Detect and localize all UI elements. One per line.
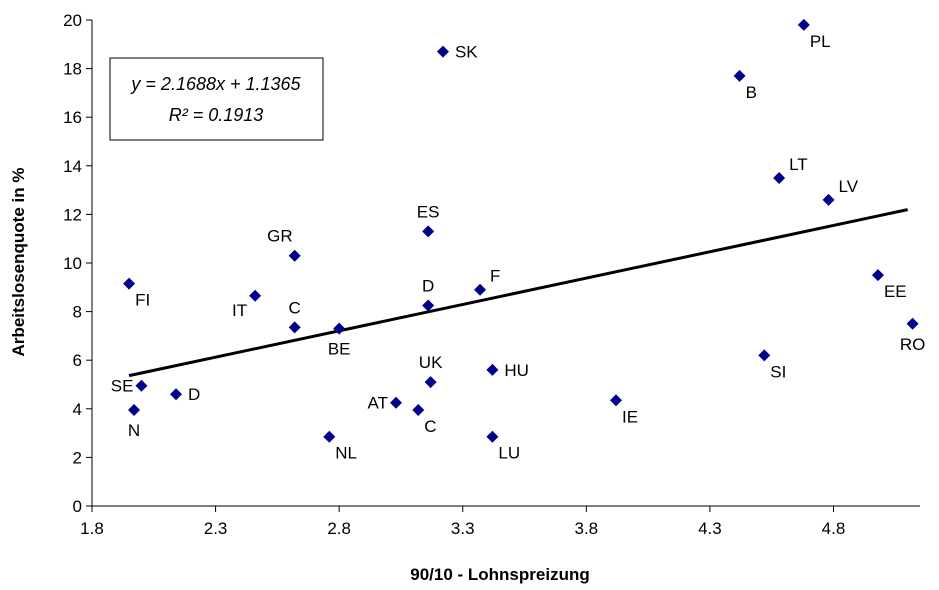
x-axis-title: 90/10 - Lohnspreizung (410, 565, 589, 584)
data-point-es (422, 225, 435, 238)
point-label-d: D (188, 385, 200, 404)
y-tick-label: 8 (73, 303, 82, 322)
point-label-ie: IE (622, 407, 638, 426)
data-point-sk (436, 45, 449, 58)
y-tick-label: 4 (73, 400, 82, 419)
point-label-sk: SK (455, 43, 478, 62)
point-label-fi: FI (135, 291, 150, 310)
y-tick-label: 12 (63, 205, 82, 224)
point-label-d: D (422, 277, 434, 296)
data-point-ro (906, 317, 919, 330)
data-point-it (249, 289, 262, 302)
r-squared-line: R² = 0.1913 (169, 105, 264, 125)
data-point-f (474, 283, 487, 296)
x-axis: 1.8 2.3 2.8 3.3 3.8 4.3 4.8 (80, 505, 920, 538)
data-points: PL SK B LT LV ES GR EE FI F IT D RO C BE SI HU UK SE D IE AT N… (111, 18, 926, 463)
data-point-d (422, 299, 435, 312)
x-tick-label: 2.3 (204, 519, 228, 538)
equation-box: y = 2.1688x + 1.1365 R² = 0.1913 (109, 57, 324, 141)
data-point-ie (609, 394, 622, 407)
data-point-c (412, 404, 425, 417)
point-label-gr: GR (267, 227, 293, 246)
point-label-hu: HU (504, 361, 529, 380)
x-tick-label: 2.8 (327, 519, 351, 538)
y-tick-label: 18 (63, 60, 82, 79)
point-label-f: F (490, 267, 500, 286)
data-point-fi (123, 277, 136, 290)
data-point-n (128, 404, 141, 417)
data-point-d (170, 388, 183, 401)
point-label-c: C (289, 298, 301, 317)
y-tick-label: 10 (63, 254, 82, 273)
point-label-se: SE (111, 377, 134, 396)
point-label-c: C (424, 417, 436, 436)
y-tick-label: 20 (63, 11, 82, 30)
y-axis: 0 2 4 6 8 10 12 14 16 18 20 (63, 11, 93, 516)
point-label-ee: EE (884, 282, 907, 301)
point-label-uk: UK (419, 353, 443, 372)
y-tick-label: 2 (73, 448, 82, 467)
data-point-ee (871, 269, 884, 282)
y-tick-label: 6 (73, 351, 82, 370)
data-point-nl (323, 430, 336, 443)
point-label-nl: NL (335, 444, 357, 463)
data-point-at (390, 396, 403, 409)
x-tick-label: 4.3 (698, 519, 722, 538)
data-point-gr (288, 249, 301, 262)
data-point-lv (822, 193, 835, 206)
x-tick-label: 3.3 (451, 519, 475, 538)
point-label-ro: RO (900, 335, 926, 354)
point-label-b: B (746, 83, 757, 102)
point-label-es: ES (417, 202, 440, 221)
point-label-lt: LT (789, 155, 808, 174)
data-point-uk (424, 376, 437, 389)
data-point-lu (486, 430, 499, 443)
data-point-c (288, 321, 301, 334)
point-label-at: AT (368, 394, 388, 413)
trendline (128, 208, 908, 378)
x-tick-label: 3.8 (575, 519, 599, 538)
y-axis-title: Arbeitslosenquote in % (9, 168, 28, 357)
data-point-b (733, 69, 746, 82)
equation-line: y = 2.1688x + 1.1365 (129, 74, 301, 94)
data-point-hu (486, 363, 499, 376)
point-label-it: IT (232, 301, 247, 320)
y-tick-label: 16 (63, 108, 82, 127)
x-tick-label: 1.8 (80, 519, 104, 538)
point-label-be: BE (328, 340, 351, 359)
point-label-lu: LU (498, 444, 520, 463)
data-point-lt (773, 171, 786, 184)
point-label-lv: LV (839, 177, 859, 196)
x-tick-label: 4.8 (822, 519, 846, 538)
point-label-si: SI (770, 362, 786, 381)
data-point-se (135, 379, 148, 392)
data-point-be (333, 322, 346, 335)
y-tick-label: 14 (63, 157, 82, 176)
point-label-pl: PL (810, 32, 831, 51)
y-tick-label: 0 (73, 497, 82, 516)
data-point-pl (797, 18, 810, 31)
point-label-n: N (128, 421, 140, 440)
data-point-si (758, 349, 771, 362)
